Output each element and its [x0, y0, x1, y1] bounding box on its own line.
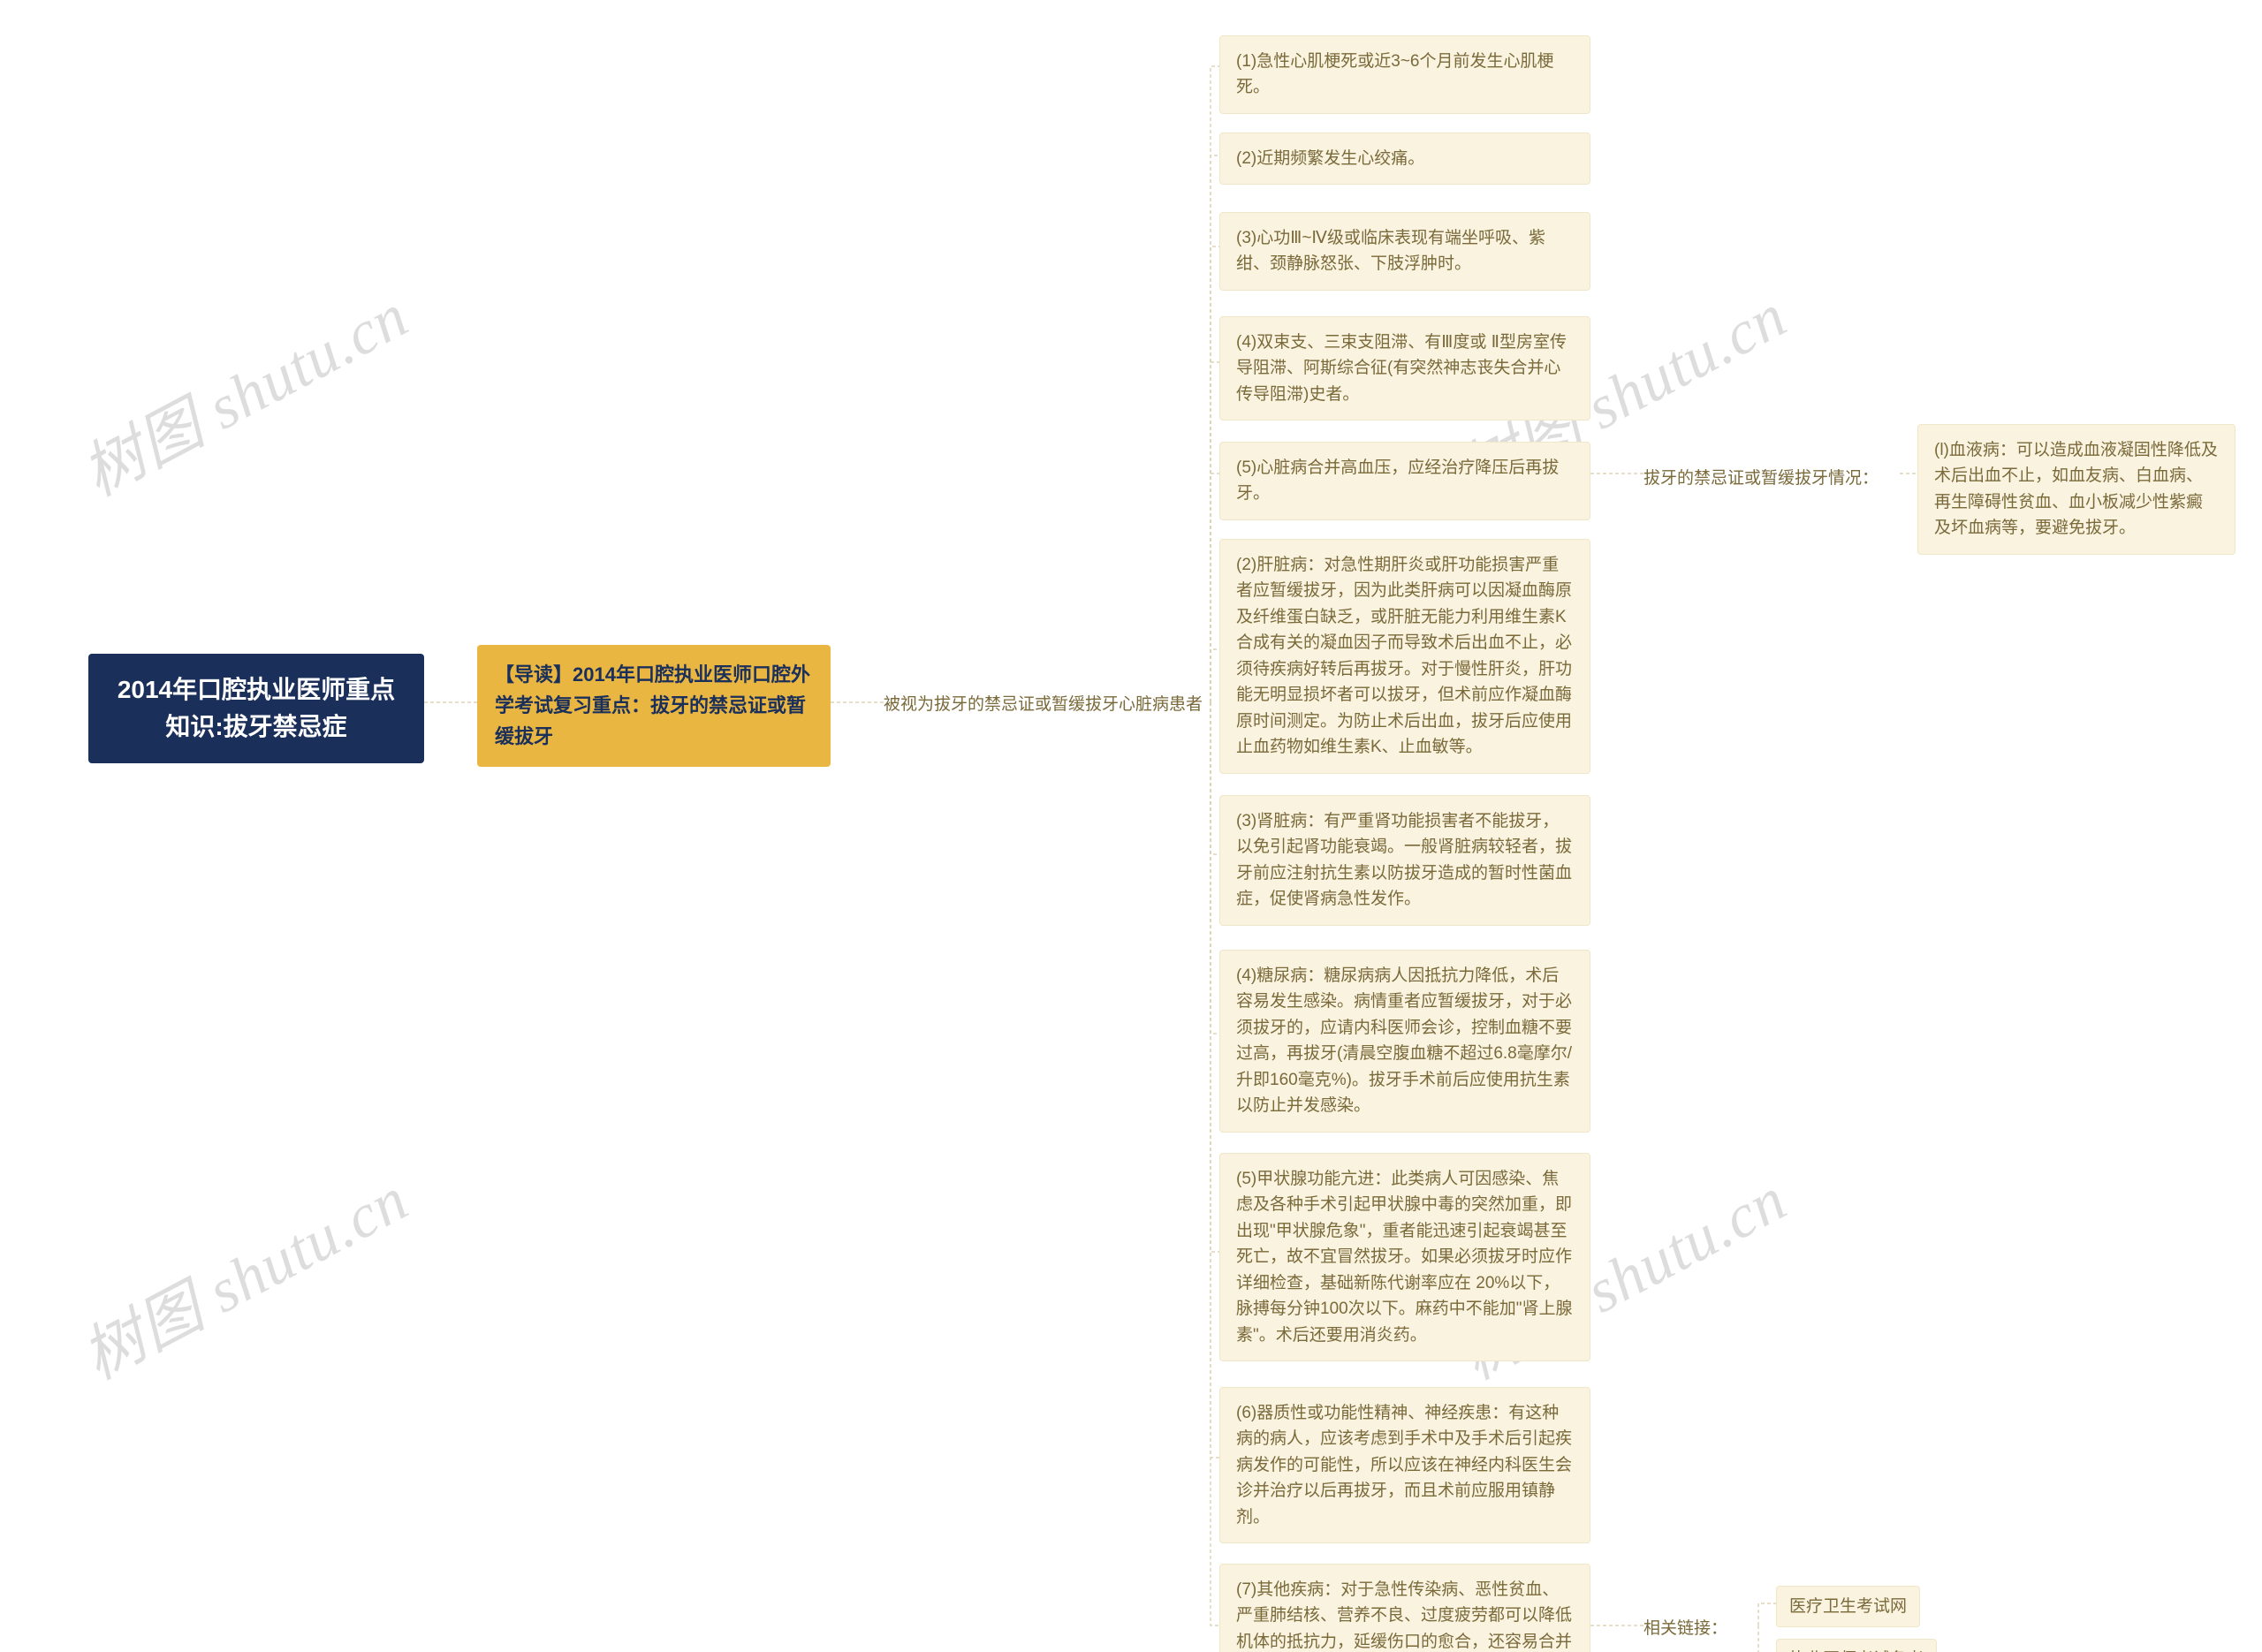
link-node[interactable]: 执业医师考试备考	[1776, 1639, 1937, 1652]
mindmap-canvas: 树图 shutu.cn 树图 shutu.cn 树图 shutu.cn 树图 s…	[0, 0, 2262, 1652]
connection-layer	[0, 0, 2262, 1652]
leaf-node[interactable]: (7)其他疾病：对于急性传染病、恶性贫血、严重肺结核、营养不良、过度疲劳都可以降…	[1219, 1564, 1590, 1652]
leaf-node[interactable]: (4)双束支、三束支阻滞、有Ⅲ度或 Ⅱ型房室传导阻滞、阿斯综合征(有突然神志丧失…	[1219, 316, 1590, 421]
leaf-node[interactable]: (l)血液病：可以造成血液凝固性降低及术后出血不止，如血友病、白血病、再生障碍性…	[1917, 424, 2235, 555]
leaf-node[interactable]: (4)糖尿病：糖尿病病人因抵抗力降低，术后容易发生感染。病情重者应暂缓拔牙，对于…	[1219, 950, 1590, 1133]
intro-node[interactable]: 【导读】2014年口腔执业医师口腔外学考试复习重点：拔牙的禁忌证或暂缓拔牙	[477, 645, 831, 767]
leaf-node[interactable]: (5)甲状腺功能亢进：此类病人可因感染、焦虑及各种手术引起甲状腺中毒的突然加重，…	[1219, 1153, 1590, 1361]
leaf-node[interactable]: (3)肾脏病：有严重肾功能损害者不能拔牙，以免引起肾功能衰竭。一般肾脏病较轻者，…	[1219, 795, 1590, 926]
leaf-node[interactable]: (3)心功Ⅲ~Ⅳ级或临床表现有端坐呼吸、紫绀、颈静脉怒张、下肢浮肿时。	[1219, 212, 1590, 291]
link-node[interactable]: 医疗卫生考试网	[1776, 1586, 1920, 1627]
watermark: 树图 shutu.cn	[65, 1150, 421, 1397]
root-node[interactable]: 2014年口腔执业医师重点知识:拔牙禁忌症	[88, 654, 424, 763]
branch-label: 拔牙的禁忌证或暂缓拔牙情况：	[1643, 465, 1909, 489]
leaf-node[interactable]: (6)器质性或功能性精神、神经疾患：有这种病的病人，应该考虑到手术中及手术后引起…	[1219, 1387, 1590, 1543]
leaf-node[interactable]: (2)近期频繁发生心绞痛。	[1219, 133, 1590, 185]
leaf-node[interactable]: (2)肝脏病：对急性期肝炎或肝功能损害严重者应暂缓拔牙，因为此类肝病可以因凝血酶…	[1219, 539, 1590, 774]
watermark: 树图 shutu.cn	[65, 267, 421, 513]
leaf-node[interactable]: (5)心脏病合并高血压，应经治疗降压后再拔牙。	[1219, 442, 1590, 520]
leaf-node[interactable]: (1)急性心肌梗死或近3~6个月前发生心肌梗死。	[1219, 35, 1590, 114]
branch-label: 被视为拔牙的禁忌证或暂缓拔牙心脏病患者	[884, 691, 1211, 715]
links-label: 相关链接：	[1643, 1615, 1727, 1639]
